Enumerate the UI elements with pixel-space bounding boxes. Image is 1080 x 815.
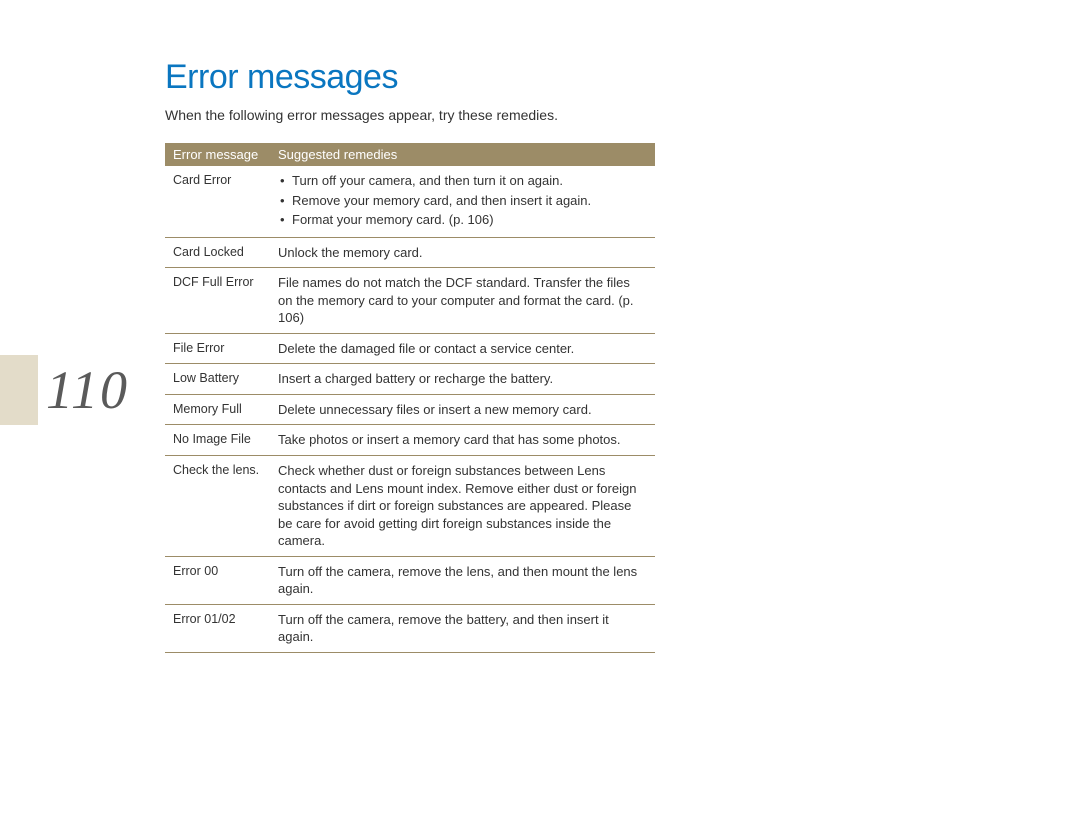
remedy-cell: Insert a charged battery or recharge the… (270, 364, 655, 395)
remedy-list: Turn off your camera, and then turn it o… (278, 172, 647, 229)
error-message-cell: Memory Full (165, 394, 270, 425)
error-message-cell: Card Error (165, 166, 270, 237)
table-row: No Image FileTake photos or insert a mem… (165, 425, 655, 456)
error-message-cell: Card Locked (165, 237, 270, 268)
table-row: File ErrorDelete the damaged file or con… (165, 333, 655, 364)
error-message-cell: Error 00 (165, 556, 270, 604)
page-number-block: 110 (0, 355, 130, 425)
error-table: Error message Suggested remedies Card Er… (165, 143, 655, 653)
error-message-cell: DCF Full Error (165, 268, 270, 334)
remedy-list-item: Format your memory card. (p. 106) (278, 211, 647, 229)
content-area: Error messages When the following error … (165, 58, 695, 653)
table-row: DCF Full ErrorFile names do not match th… (165, 268, 655, 334)
remedy-cell: Unlock the memory card. (270, 237, 655, 268)
table-body: Card Error Turn off your camera, and then… (165, 166, 655, 652)
table-header-row: Error message Suggested remedies (165, 143, 655, 166)
table-row: Memory FullDelete unnecessary files or i… (165, 394, 655, 425)
remedy-cell: Turn off your camera, and then turn it o… (270, 166, 655, 237)
remedy-cell: Take photos or insert a memory card that… (270, 425, 655, 456)
error-message-cell: Error 01/02 (165, 604, 270, 652)
remedy-cell: Delete the damaged file or contact a ser… (270, 333, 655, 364)
table-row: Error 00Turn off the camera, remove the … (165, 556, 655, 604)
table-row: Card LockedUnlock the memory card. (165, 237, 655, 268)
remedy-list-item: Remove your memory card, and then insert… (278, 192, 647, 210)
remedy-list-item: Turn off your camera, and then turn it o… (278, 172, 647, 190)
error-message-cell: No Image File (165, 425, 270, 456)
page-number-bar (0, 355, 38, 425)
table-header-message: Error message (165, 143, 270, 166)
error-message-cell: Check the lens. (165, 456, 270, 557)
remedy-cell: Check whether dust or foreign substances… (270, 456, 655, 557)
table-row: Check the lens.Check whether dust or for… (165, 456, 655, 557)
remedy-cell: Turn off the camera, remove the battery,… (270, 604, 655, 652)
remedy-cell: Delete unnecessary files or insert a new… (270, 394, 655, 425)
page-number: 110 (46, 355, 129, 425)
table-row: Error 01/02Turn off the camera, remove t… (165, 604, 655, 652)
page-subtitle: When the following error messages appear… (165, 107, 695, 123)
table-row: Low BatteryInsert a charged battery or r… (165, 364, 655, 395)
page-title: Error messages (165, 58, 695, 97)
remedy-cell: File names do not match the DCF standard… (270, 268, 655, 334)
table-row: Card Error Turn off your camera, and then… (165, 166, 655, 237)
remedy-cell: Turn off the camera, remove the lens, an… (270, 556, 655, 604)
error-message-cell: Low Battery (165, 364, 270, 395)
error-message-cell: File Error (165, 333, 270, 364)
table-header-remedy: Suggested remedies (270, 143, 655, 166)
